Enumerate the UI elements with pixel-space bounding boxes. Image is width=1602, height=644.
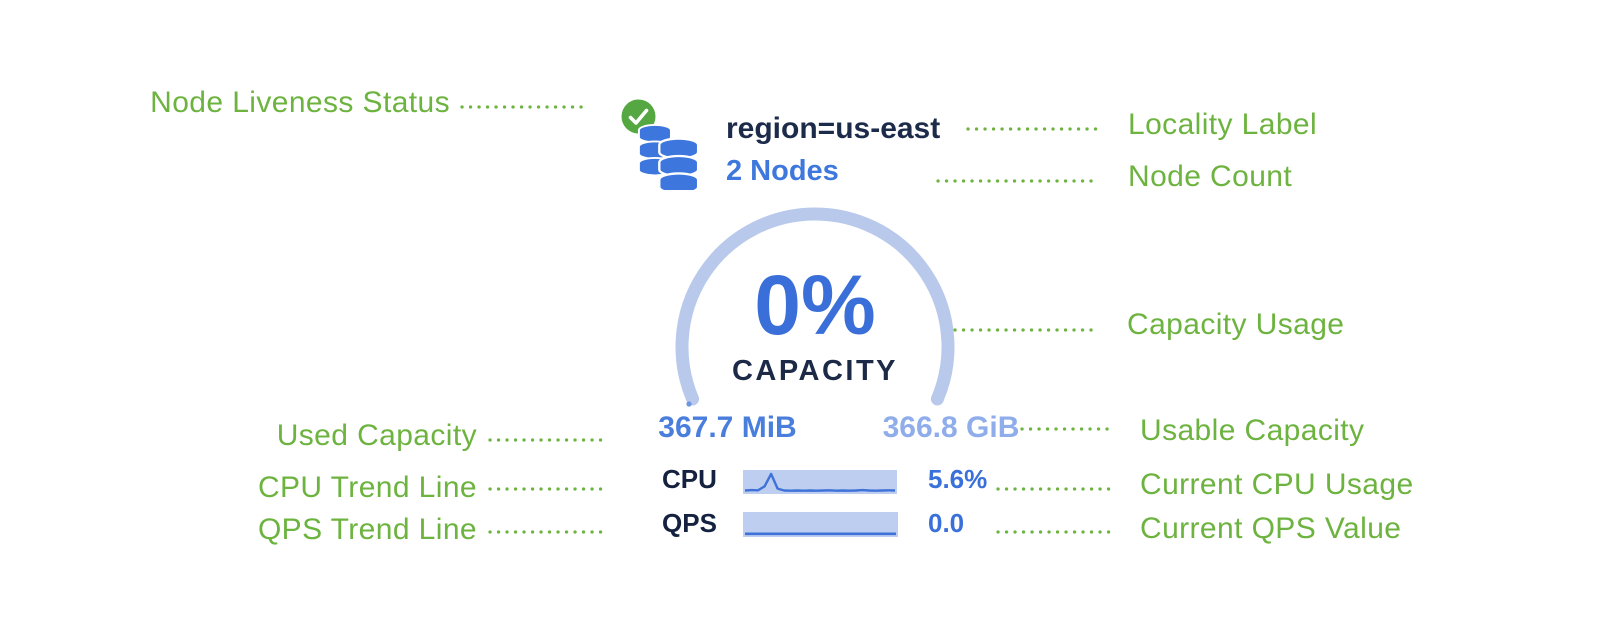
annotation-cpu-trend-line: CPU Trend Line	[257, 471, 477, 504]
node-count: 2 Nodes	[726, 155, 839, 187]
annotation-current-cpu-usage: Current CPU Usage	[1140, 468, 1414, 501]
annotation-node-count: Node Count	[1128, 160, 1293, 193]
annotation-locality-label: Locality Label	[1128, 108, 1318, 141]
qps-label: QPS	[662, 508, 717, 538]
cpu-sparkline-line	[744, 472, 896, 492]
cpu-sparkline	[743, 470, 897, 494]
qps-value: 0.0	[928, 508, 965, 538]
annotation-current-qps-value: Current QPS Value	[1140, 512, 1402, 545]
database-icon	[637, 123, 700, 190]
usable-capacity-value: 366.8 GiB	[882, 411, 1020, 444]
annotation-qps-trend-line: QPS Trend Line	[257, 513, 477, 546]
cpu-label: CPU	[662, 464, 717, 494]
annotation-used-capacity: Used Capacity	[276, 419, 477, 452]
capacity-gauge-arc	[675, 207, 955, 407]
capacity-caption: CAPACITY	[731, 355, 899, 387]
gauge-zero-tick	[686, 401, 692, 407]
capacity-usage-percent: 0%	[754, 258, 876, 352]
qps-sparkline	[743, 512, 898, 537]
used-capacity-value: 367.7 MiB	[658, 411, 797, 444]
cpu-value: 5.6%	[928, 464, 988, 494]
locality-label: region=us-east	[726, 112, 941, 145]
annotation-usable-capacity: Usable Capacity	[1140, 414, 1365, 447]
annotation-capacity-usage: Capacity Usage	[1127, 308, 1345, 341]
annotation-node-liveness-status: Node Liveness Status	[150, 86, 450, 119]
